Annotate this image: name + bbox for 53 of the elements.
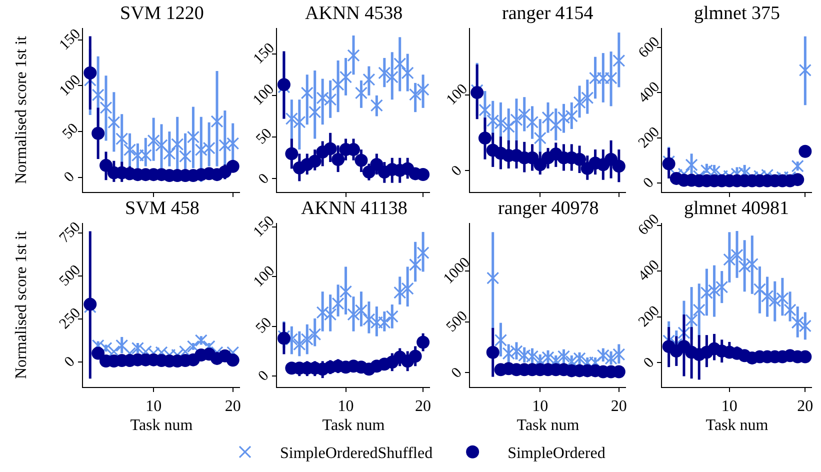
y-tick-label: 50 <box>253 126 276 148</box>
y-tick-label: 200 <box>636 303 663 330</box>
y-tick-label: 0 <box>255 368 272 385</box>
y-axis-title: Normalised score 1st it <box>13 230 30 379</box>
y-tick-label: 600 <box>636 34 664 62</box>
x-tick-label: 20 <box>224 398 241 416</box>
x-tick-label: 20 <box>797 398 814 416</box>
y-axis-title: Normalised score 1st it <box>13 35 30 184</box>
chart-title: SVM 458 <box>125 198 200 219</box>
y-tick-label: 100 <box>444 81 471 108</box>
legend-label: SimpleOrdered <box>508 445 606 462</box>
x-tick-label: 20 <box>415 398 432 416</box>
y-tick-label: 0 <box>61 168 78 186</box>
chart-title: SVM 1220 <box>120 3 204 24</box>
chart-title: ranger 40978 <box>498 198 599 219</box>
y-tick-label: 150 <box>250 213 278 240</box>
x-tick-label: 20 <box>610 398 627 416</box>
y-tick-label: 250 <box>56 305 84 332</box>
y-tick-label: 600 <box>635 211 663 239</box>
y-tick-label: 50 <box>253 314 276 337</box>
y-tick-label: 0 <box>640 354 658 372</box>
y-tick-label: 150 <box>56 26 84 54</box>
y-tick-label: 0 <box>640 174 658 192</box>
y-tick-label: 500 <box>56 262 84 290</box>
legend-label: SimpleOrderedShuffled <box>280 445 433 462</box>
y-tick-label: 0 <box>448 162 466 180</box>
y-tick-label: 500 <box>444 308 471 336</box>
chart-title: glmnet 375 <box>694 3 780 24</box>
x-tick-label: 10 <box>338 398 354 416</box>
y-tick-label: 200 <box>636 124 663 152</box>
y-tick-label: 750 <box>56 219 84 246</box>
x-tick-label: 10 <box>721 398 738 416</box>
x-tick-label: 10 <box>532 398 548 416</box>
chart-title: AKNN 41138 <box>301 198 408 219</box>
y-tick-label: 400 <box>636 79 663 106</box>
x-tick-label: 10 <box>146 398 162 416</box>
chart-title: AKNN 4538 <box>305 3 403 24</box>
y-tick-label: 100 <box>56 72 84 100</box>
y-tick-label: 50 <box>60 120 82 142</box>
chart-title: glmnet 40981 <box>684 198 790 219</box>
y-tick-label: 0 <box>62 354 78 370</box>
y-tick-label: 400 <box>636 257 663 284</box>
y-tick-label: 1000 <box>440 254 474 288</box>
x-axis-title: Task num <box>130 416 194 434</box>
y-tick-label: 100 <box>250 81 278 109</box>
x-axis-title: Task num <box>706 416 769 434</box>
y-tick-label: 100 <box>250 263 278 290</box>
y-tick-label: 0 <box>448 364 466 382</box>
y-tick-label: 150 <box>250 40 278 68</box>
x-axis-title: Task num <box>516 416 580 434</box>
chart-title: ranger 4154 <box>502 3 594 24</box>
y-tick-label: 0 <box>256 170 272 188</box>
x-axis-title: Task num <box>322 416 386 434</box>
